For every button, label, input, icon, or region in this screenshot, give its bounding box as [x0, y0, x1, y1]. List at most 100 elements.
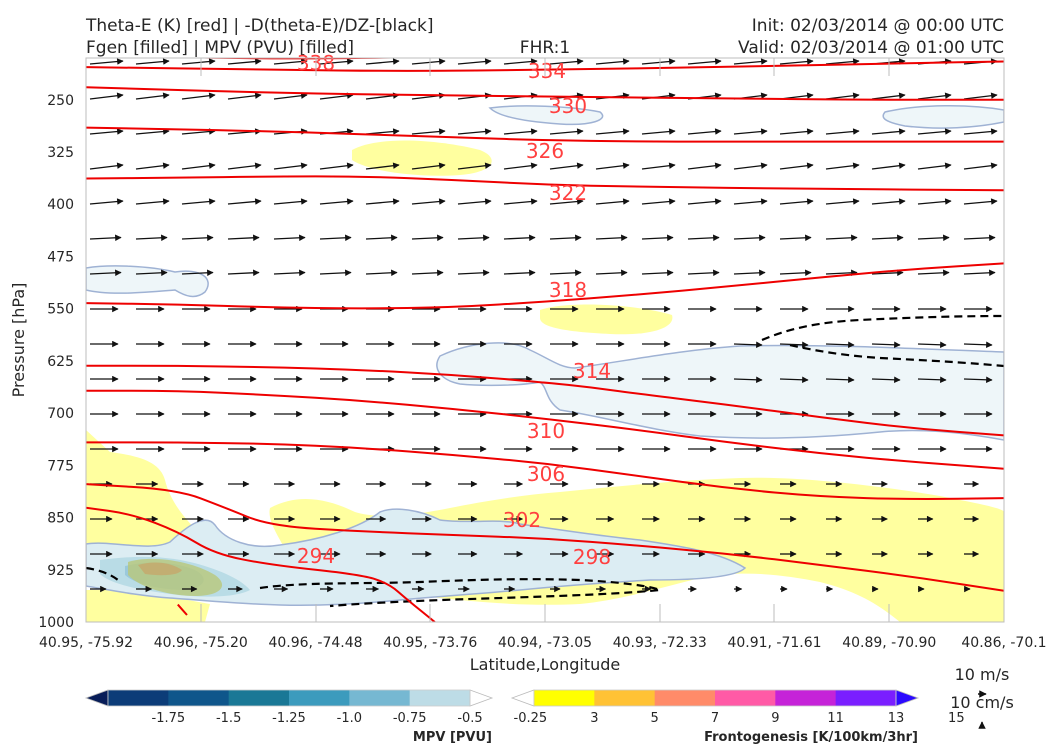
wind-vector — [687, 234, 720, 242]
wind-vector — [503, 58, 538, 65]
wind-reference-vertical: 10 cm/s — [950, 693, 1014, 712]
plot-area — [86, 58, 1004, 622]
title-left-line1: Theta-E (K) [red] | -D(theta-E)/DZ-[blac… — [85, 16, 434, 36]
colorbar-swatch — [594, 690, 656, 706]
x-tick-labels: 40.95, -75.92 40.96, -75.20 40.96, -74.48 4… — [39, 635, 1047, 651]
y-tick-label: 700 — [47, 406, 74, 422]
wind-vector — [641, 234, 674, 242]
wind-vector — [181, 269, 214, 277]
frontogenesis-colorbar-label: 13 — [888, 711, 905, 726]
wind-vector — [135, 198, 170, 205]
mpv-colorbar-title: MPV [PVU] — [413, 730, 492, 745]
theta-e-contour-label: 330 — [549, 94, 587, 118]
wind-vector — [641, 58, 676, 65]
theta-e-contour-label: 326 — [526, 139, 564, 163]
colorbar-swatch — [228, 690, 290, 706]
wind-vector — [595, 269, 628, 277]
wind-reference: 10 m/s 10 cm/s — [950, 665, 1014, 729]
wind-vector — [181, 234, 214, 242]
fgen-region-bottom-left — [86, 590, 210, 622]
wind-vector — [595, 234, 628, 242]
mpv-colorbar: -1.75 -1.5 -1.25 -1.0 -0.75 -0.5 -0.25 — [84, 689, 547, 726]
mpv-region-top-right — [882, 104, 1004, 129]
wind-vector — [733, 128, 768, 135]
wind-vector — [89, 234, 122, 242]
wind-vector — [825, 58, 860, 65]
title-left-line2: Fgen [filled] | MPV (PVU) [filled] — [86, 38, 354, 58]
frontogenesis-colorbar-label: 3 — [590, 711, 598, 726]
y-tick-label: 625 — [47, 354, 74, 370]
dthetae-dz-contours — [86, 314, 1004, 608]
wind-vector — [825, 376, 855, 384]
wind-vector — [181, 128, 216, 135]
theta-e-contour — [86, 483, 1004, 592]
theta-e-contour-label: 302 — [503, 508, 541, 532]
mpv-region-lower — [86, 508, 747, 607]
wind-vector — [227, 198, 262, 205]
wind-vector — [181, 58, 216, 65]
wind-vectors — [89, 58, 998, 593]
wind-vector — [227, 269, 260, 277]
wind-vector — [687, 58, 722, 65]
y-axis-label: Pressure [hPa] — [9, 283, 28, 398]
wind-vector — [825, 269, 858, 277]
wind-vector — [227, 58, 262, 65]
mpv-colorbar-label: -1.5 — [216, 711, 241, 726]
frontogenesis-colorbar-label: 9 — [771, 711, 779, 726]
wind-vector — [503, 128, 538, 135]
wind-vector — [135, 92, 170, 100]
wind-vector — [319, 162, 354, 170]
wind-vector — [503, 198, 538, 205]
wind-vector — [871, 341, 901, 349]
wind-vector — [963, 198, 998, 205]
mpv-colorbar-label: -1.25 — [272, 711, 306, 726]
mpv-region-left-mid — [86, 265, 209, 298]
wind-vector — [871, 92, 906, 100]
wind-vector — [365, 269, 398, 277]
wind-vector — [733, 162, 768, 170]
wind-vector — [779, 341, 809, 349]
wind-vector — [411, 198, 446, 205]
wind-vector — [319, 58, 354, 65]
wind-vector — [181, 198, 216, 205]
wind-vector — [365, 162, 400, 170]
wind-vector — [411, 234, 444, 242]
theta-e-contour — [86, 86, 1004, 101]
top-ticks — [200, 58, 890, 76]
frontogenesis-colorbar-title: Frontogenesis [K/100km/3hr] — [704, 730, 918, 745]
colorbar-outline — [107, 689, 471, 707]
wind-vector — [411, 128, 446, 135]
wind-vector — [181, 92, 216, 100]
theta-e-contour — [86, 60, 1004, 72]
y-tick-label: 475 — [47, 249, 74, 265]
x-tick-label: 40.96, -75.20 — [154, 635, 248, 651]
wind-vector — [273, 269, 306, 277]
wind-vector — [641, 162, 676, 170]
wind-vector — [871, 198, 906, 205]
wind-vector — [733, 376, 763, 384]
x-tick-label: 40.89, -70.90 — [842, 635, 936, 651]
colorbar-arrow-right — [469, 689, 494, 707]
theta-e-contour-label: 314 — [573, 359, 611, 383]
wind-vector — [457, 198, 492, 205]
wind-vector — [549, 128, 584, 135]
mpv-colorbar-label: -0.75 — [393, 711, 427, 726]
wind-vector — [457, 269, 490, 277]
colorbar-outline — [533, 689, 897, 707]
wind-vector — [917, 128, 952, 135]
wind-vector — [273, 198, 308, 205]
wind-vector — [549, 198, 584, 205]
wind-vector — [779, 234, 812, 242]
wind-vector — [963, 234, 996, 242]
y-tick-label: 775 — [47, 458, 74, 474]
theta-e-contour-label: 322 — [549, 181, 587, 205]
theta-e-contour-label: 334 — [528, 59, 566, 83]
mpv-colorbar-label: -1.0 — [337, 711, 362, 726]
wind-vector — [273, 58, 308, 65]
frontogenesis-colorbar-label: 5 — [651, 711, 659, 726]
theta-e-contour-label: 318 — [549, 278, 587, 302]
x-tick-label: 40.96, -74.48 — [268, 635, 362, 651]
y-tick-label: 850 — [47, 511, 74, 527]
wind-vector — [963, 128, 998, 135]
